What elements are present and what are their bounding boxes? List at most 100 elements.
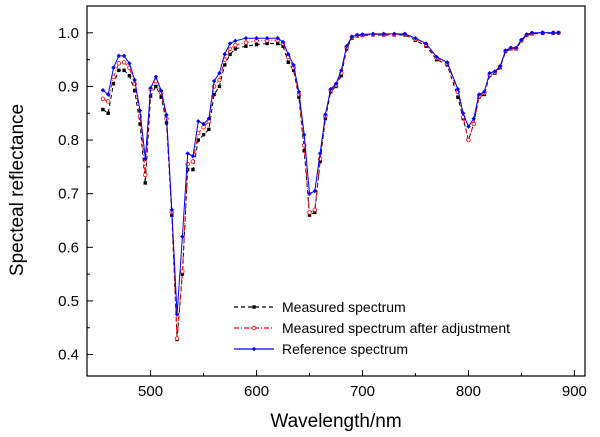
data-point [466,137,471,143]
y-tick-label: 0.8 [58,132,79,149]
data-point [190,153,196,159]
data-point [174,336,180,341]
data-point [158,88,164,93]
data-point [100,96,106,101]
y-tick-label: 0.7 [58,186,79,203]
legend-label: Reference spectrum [282,341,408,357]
y-tick-label: 1.0 [58,25,79,42]
data-point [307,213,312,217]
data-point [143,181,147,185]
data-point [317,151,323,156]
data-point [402,31,408,37]
data-point [265,41,269,46]
series-line [102,32,559,340]
data-point [137,108,143,113]
x-tick-label: 700 [350,383,375,400]
data-point [276,41,280,46]
data-point [471,121,476,127]
data-point [339,68,344,73]
data-point [105,99,111,104]
legend-label: Measured spectrum [282,299,406,315]
x-tick-label: 500 [138,383,163,400]
data-point [254,35,259,41]
data-point [174,312,180,317]
axis-ticks: 500 600 700 800 900 0.4 0.5 0.6 0.7 0.8 0.9 1.0 [58,25,587,400]
data-point [212,92,216,97]
data-point [138,122,142,126]
data-point [291,68,296,73]
data-point [318,159,322,164]
data-point [328,86,333,92]
data-point [111,82,116,86]
data-point [196,138,200,142]
data-point [297,95,301,99]
data-point [117,68,121,73]
data-point [302,132,307,137]
data-point [105,92,111,97]
data-point [185,151,190,156]
data-point [312,207,318,212]
y-tick-label: 0.6 [58,239,79,256]
data-point [513,45,519,51]
data-point [254,42,259,47]
data-point [482,89,487,94]
data-point [556,30,561,36]
data-point [223,63,227,67]
series-layer [100,30,561,342]
data-point [227,41,233,46]
data-point [392,31,397,37]
legend: Measured spectrum Measured spectrum after… [234,299,510,357]
data-point [307,191,312,196]
data-point [132,77,137,83]
data-point [169,207,174,212]
data-point [264,35,270,41]
legend-marker [252,305,256,309]
data-point [349,34,355,39]
series-line [102,32,559,339]
data-point [323,112,328,117]
data-point [148,94,153,98]
x-tick-label: 900 [562,383,587,400]
data-point [244,44,248,48]
data-point [233,47,238,51]
data-point [121,53,127,59]
data-point [127,61,132,66]
data-point [207,127,211,132]
data-point [354,32,360,38]
data-point [154,84,158,89]
data-point [206,116,212,121]
data-point [508,45,514,51]
data-point [201,121,206,127]
data-point [127,74,132,78]
data-point [413,35,418,41]
data-point [143,156,148,162]
data-point [370,31,376,37]
data-point [487,70,492,76]
y-tick-label: 0.4 [58,347,79,364]
data-point [286,60,291,65]
data-point [180,269,185,274]
data-point [519,37,524,42]
data-point [201,132,206,137]
data-point [291,62,296,68]
y-tick-label: 0.9 [58,78,79,95]
x-tick-label: 800 [456,383,481,400]
data-point [164,112,169,118]
data-point [360,32,365,37]
data-point [180,272,185,276]
data-point [455,86,461,92]
data-point [339,74,343,78]
series-3 [100,30,561,317]
data-point [286,52,291,57]
data-point [190,159,196,164]
data-point [466,124,471,129]
y-axis-title: Specteal reflectance [7,104,28,276]
data-point [492,69,498,74]
data-point [498,63,503,69]
data-point [211,78,217,84]
data-point [445,60,450,65]
data-point [111,65,116,70]
data-point [180,234,185,239]
data-point [217,70,222,76]
